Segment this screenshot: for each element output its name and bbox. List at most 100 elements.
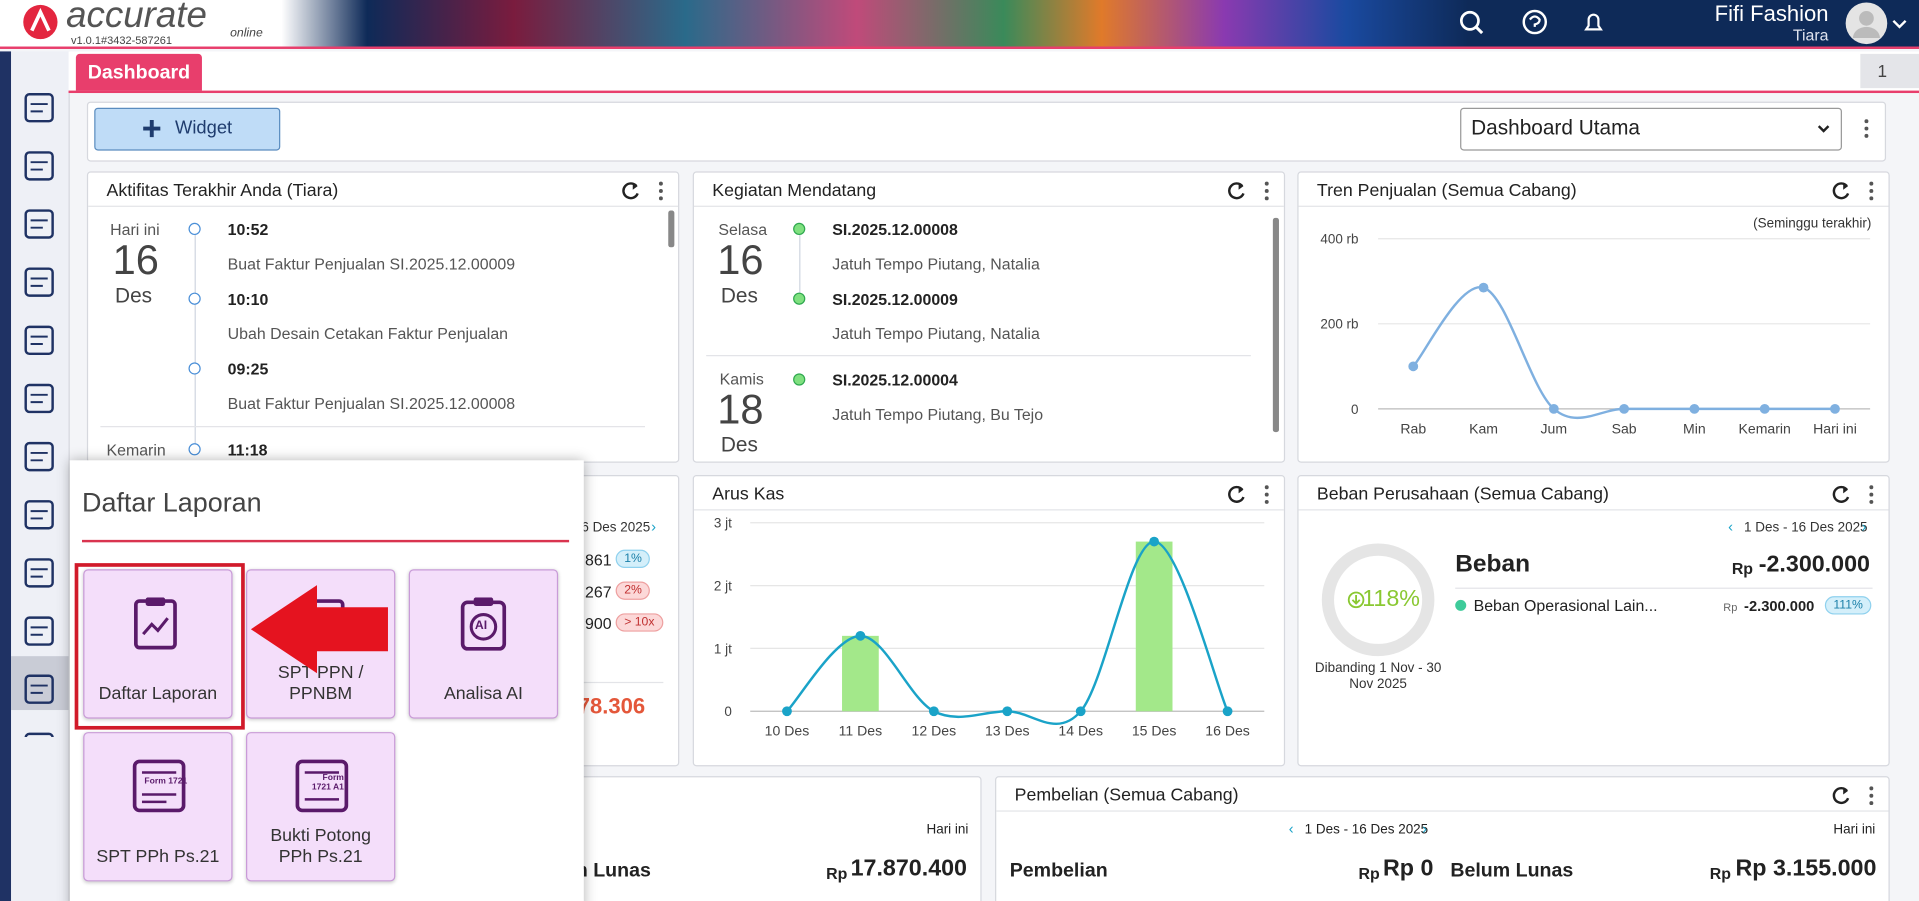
tile-label[interactable]: SPT PPh Ps.21 bbox=[96, 847, 220, 867]
widget-actions[interactable] bbox=[1830, 785, 1879, 807]
widget-actions[interactable] bbox=[1830, 484, 1879, 506]
kebab-dot bbox=[1869, 801, 1874, 806]
trend-line bbox=[1412, 286, 1835, 420]
avatar[interactable] bbox=[1844, 1, 1888, 45]
tab-count[interactable]: 1 bbox=[1860, 53, 1919, 89]
header-accent bbox=[0, 46, 1919, 49]
scrollbar[interactable] bbox=[1272, 217, 1279, 433]
brand-name: accurate bbox=[66, 0, 207, 36]
tile-label[interactable]: Bukti Potong PPh Ps.21 bbox=[270, 826, 371, 867]
weekday: Kemarin bbox=[106, 440, 166, 460]
sidebar-active bbox=[11, 656, 69, 711]
refresh-arrow bbox=[1843, 787, 1849, 795]
tile-label[interactable]: Daftar Laporan bbox=[98, 684, 218, 704]
point bbox=[1689, 403, 1700, 414]
expense-ring bbox=[1321, 543, 1435, 657]
highlight-box bbox=[74, 563, 245, 730]
nav-icon-detail bbox=[30, 335, 48, 345]
next-arrow[interactable]: › bbox=[1861, 517, 1867, 535]
dashboard-select-label[interactable]: Dashboard Utama bbox=[1471, 116, 1640, 140]
label: m Lunas bbox=[570, 860, 651, 882]
refresh-arrow bbox=[1238, 182, 1244, 190]
tile-label[interactable]: SPT PPN / PPNBM bbox=[277, 663, 364, 704]
add-widget-button[interactable] bbox=[94, 107, 281, 151]
divider bbox=[1298, 509, 1889, 511]
time: 11:18 bbox=[227, 440, 268, 460]
legend-dot bbox=[1455, 599, 1467, 611]
y-tick-label: 200 rb bbox=[1320, 317, 1358, 332]
point bbox=[1002, 706, 1013, 717]
day: 16 bbox=[717, 237, 764, 285]
nav-icon-detail bbox=[30, 103, 48, 113]
item-amount: -2.300.000 bbox=[1744, 597, 1815, 615]
kebab-dot bbox=[1869, 189, 1874, 193]
pointer-arrow bbox=[250, 585, 388, 674]
label: Pembelian bbox=[1009, 860, 1108, 882]
divider bbox=[996, 810, 1889, 812]
timeline bbox=[194, 232, 196, 453]
timeline-dot bbox=[793, 373, 806, 386]
popup-title: Daftar Laporan bbox=[82, 487, 262, 518]
x-tick-label: Hari ini bbox=[1813, 420, 1857, 436]
report-tile[interactable]: Bukti Potong PPh Ps.21 Form 1721 A1 bbox=[246, 732, 396, 882]
dashboard-select[interactable] bbox=[1460, 107, 1842, 151]
sidebar-icons[interactable] bbox=[11, 51, 69, 737]
point bbox=[1408, 361, 1419, 372]
widget-actions[interactable] bbox=[1830, 180, 1879, 202]
widget-actions[interactable] bbox=[1225, 180, 1274, 202]
tab-dashboard[interactable]: Dashboard bbox=[75, 53, 202, 91]
nav-icon bbox=[24, 325, 54, 356]
report-tile[interactable]: Daftar Laporan bbox=[83, 569, 233, 719]
expense-heading: Beban bbox=[1455, 550, 1531, 578]
nav-icon bbox=[24, 558, 54, 588]
toolbar-menu[interactable] bbox=[1860, 118, 1872, 140]
expense-item: Beban Operasional Lain... bbox=[1473, 596, 1658, 615]
report-tile[interactable]: SPT PPh Ps.21 Form 1721 bbox=[83, 732, 233, 882]
next-arrow[interactable]: › bbox=[651, 517, 657, 535]
kebab-dot bbox=[1264, 485, 1269, 490]
nav-icon-detail bbox=[30, 451, 48, 462]
refresh-icon bbox=[1832, 485, 1850, 503]
kebab-dot bbox=[1869, 793, 1874, 798]
y-tick-label: 2 jt bbox=[714, 578, 732, 593]
next-arrow[interactable]: › bbox=[1422, 820, 1428, 838]
item-badge: 111% bbox=[1824, 596, 1872, 615]
user-menu-caret[interactable] bbox=[1890, 15, 1910, 35]
kebab-dot bbox=[1869, 181, 1874, 186]
nav-icon bbox=[24, 93, 54, 123]
date-range: 1 Des - 16 Des 2025 bbox=[1744, 520, 1868, 535]
add-widget-label[interactable]: Widget bbox=[175, 117, 233, 139]
header-icons[interactable] bbox=[1456, 9, 1615, 38]
point bbox=[1830, 403, 1840, 414]
prev-arrow[interactable]: ‹ bbox=[1728, 517, 1734, 535]
y-tick-label: 1 jt bbox=[714, 641, 732, 656]
expense-widget: Beban Perusahaan (Semua Cabang) bbox=[1297, 474, 1890, 767]
bar bbox=[842, 635, 879, 712]
report-tile[interactable]: Analisa AI AI bbox=[408, 569, 559, 719]
prev-arrow[interactable]: ‹ bbox=[1288, 820, 1294, 838]
amount: 17.870.400 bbox=[850, 855, 967, 882]
upcoming-widget: Kegiatan Mendatang bbox=[692, 171, 1286, 463]
tile-icon bbox=[132, 759, 186, 813]
kebab-dot bbox=[1264, 499, 1269, 504]
sidebar bbox=[0, 51, 70, 901]
refresh-arrow bbox=[1238, 486, 1244, 494]
tile-label[interactable]: Analisa AI bbox=[443, 684, 523, 704]
invoice-code: SI.2025.12.00009 bbox=[832, 290, 958, 309]
refresh-icon bbox=[622, 182, 639, 200]
divider bbox=[693, 509, 1284, 511]
change-badge: > 10x bbox=[615, 613, 664, 632]
divider bbox=[88, 205, 679, 207]
point bbox=[1478, 282, 1489, 293]
widget-actions[interactable] bbox=[619, 180, 668, 202]
weekday: Selasa bbox=[718, 220, 768, 239]
timeline bbox=[799, 232, 801, 300]
x-tick-label: 12 Des bbox=[912, 723, 957, 739]
activity-text: Ubah Desain Cetakan Faktur Penjualan bbox=[227, 324, 509, 343]
widget-actions[interactable] bbox=[1225, 484, 1274, 506]
change-badge: 1% bbox=[615, 549, 651, 569]
scrollbar[interactable] bbox=[668, 210, 675, 248]
kebab-dot bbox=[1264, 196, 1269, 201]
